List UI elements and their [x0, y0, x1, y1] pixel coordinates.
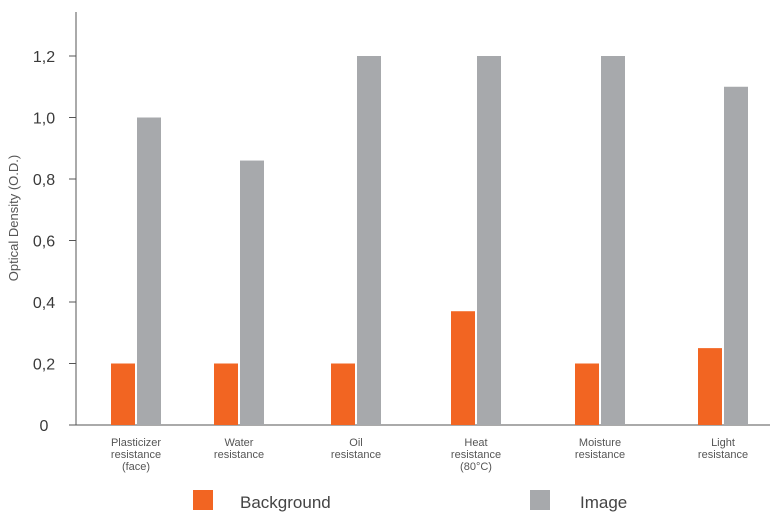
bar-background: [331, 363, 355, 425]
bar-image: [477, 56, 501, 425]
x-category-label: Heat resistance (80°C): [451, 437, 501, 473]
x-category-label: Water resistance: [214, 437, 264, 461]
y-tick-label: 0,4: [33, 295, 55, 312]
bar-background: [451, 311, 475, 425]
legend-label-image: Image: [580, 493, 627, 512]
legend-label-background: Background: [240, 493, 331, 512]
y-tick-label: 0: [40, 418, 49, 435]
legend-swatch-image: [530, 490, 550, 510]
bars: [111, 56, 748, 426]
bar-image: [601, 56, 625, 425]
x-category-label: Plasticizer resistance (face): [111, 437, 161, 473]
bar-background: [214, 363, 238, 425]
y-tick-label: 0,2: [33, 357, 55, 374]
y-tick-label: 1,2: [33, 49, 55, 66]
y-ticks: 0 0,2 0,4 0,6 0,8 1,0 1,2: [33, 49, 76, 435]
bar-image: [724, 86, 748, 425]
bar-image: [357, 56, 381, 425]
y-tick-label: 0,8: [33, 172, 55, 189]
bar-background: [575, 363, 599, 425]
legend-swatch-background: [193, 490, 213, 510]
y-axis-title: Optical Density (O.D.): [6, 155, 21, 281]
bar-background: [698, 348, 722, 425]
y-tick-label: 1,0: [33, 111, 55, 128]
legend: Background Image: [193, 490, 627, 512]
x-category-label: Oil resistance: [331, 437, 381, 461]
y-tick-label: 0,6: [33, 234, 55, 251]
x-category-labels: Plasticizer resistance (face) Water resistan…: [111, 437, 748, 473]
axes: [75, 12, 770, 426]
bar-image: [240, 160, 264, 426]
x-category-label: Light resistance: [698, 437, 748, 461]
bar-background: [111, 363, 135, 425]
x-category-label: Moisture resistance: [575, 437, 625, 461]
bar-image: [137, 117, 161, 425]
